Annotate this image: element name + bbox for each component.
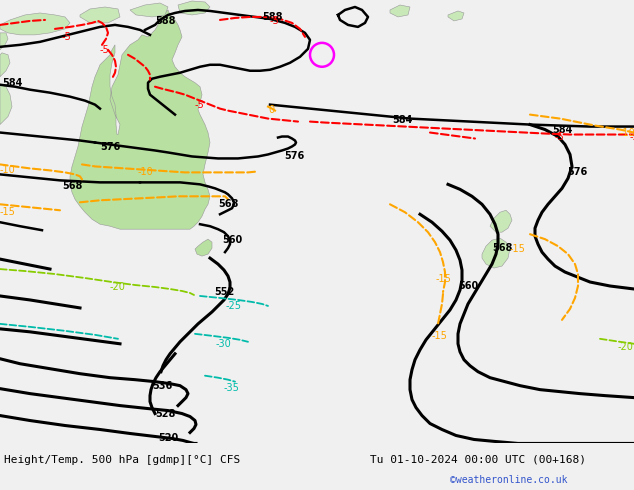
Text: 0: 0 — [268, 105, 274, 115]
Text: -15: -15 — [510, 244, 526, 254]
Polygon shape — [80, 7, 120, 23]
Polygon shape — [482, 238, 510, 268]
Text: 588: 588 — [155, 16, 176, 26]
Polygon shape — [195, 239, 212, 256]
Text: 568: 568 — [492, 243, 512, 253]
Text: 520: 520 — [158, 434, 178, 443]
Text: 576: 576 — [284, 151, 304, 161]
Text: 576: 576 — [567, 168, 587, 177]
Polygon shape — [390, 5, 410, 17]
Text: -20: -20 — [110, 282, 126, 292]
Text: -15: -15 — [436, 274, 452, 284]
Text: Height/Temp. 500 hPa [gdmp][°C] CFS: Height/Temp. 500 hPa [gdmp][°C] CFS — [4, 455, 240, 465]
Text: -15: -15 — [0, 207, 16, 217]
Polygon shape — [0, 85, 12, 124]
Polygon shape — [0, 33, 8, 50]
Text: 584: 584 — [392, 115, 412, 124]
Text: 588: 588 — [262, 12, 283, 22]
Text: Tu 01-10-2024 00:00 UTC (00+168): Tu 01-10-2024 00:00 UTC (00+168) — [370, 455, 586, 465]
Polygon shape — [130, 3, 168, 17]
Polygon shape — [0, 13, 70, 35]
Text: -5: -5 — [630, 131, 634, 142]
Text: 536: 536 — [152, 381, 172, 391]
Text: 568: 568 — [218, 199, 238, 209]
Text: ©weatheronline.co.uk: ©weatheronline.co.uk — [450, 475, 567, 485]
Text: -10: -10 — [138, 168, 154, 177]
Text: -25: -25 — [226, 301, 242, 311]
Text: 584: 584 — [552, 124, 573, 135]
Polygon shape — [490, 210, 512, 232]
Polygon shape — [448, 11, 464, 21]
Text: 568: 568 — [62, 181, 82, 192]
Text: -10: -10 — [0, 166, 16, 175]
Text: 560: 560 — [222, 235, 242, 245]
Polygon shape — [70, 10, 210, 229]
Text: 560: 560 — [458, 281, 478, 291]
Text: -30: -30 — [216, 339, 232, 349]
Text: -5: -5 — [195, 99, 205, 110]
Text: -35: -35 — [224, 383, 240, 392]
Text: 528: 528 — [155, 409, 176, 418]
Text: 576: 576 — [100, 143, 120, 152]
Text: -15: -15 — [432, 331, 448, 341]
Text: -5: -5 — [555, 131, 565, 142]
Polygon shape — [178, 1, 210, 15]
Text: -5: -5 — [62, 32, 72, 42]
Text: -5: -5 — [270, 16, 280, 26]
Text: -20: -20 — [618, 342, 634, 352]
Text: -5: -5 — [100, 45, 110, 55]
Text: 552: 552 — [214, 287, 234, 297]
Text: 584: 584 — [2, 78, 22, 88]
Text: -10: -10 — [620, 127, 634, 138]
Polygon shape — [0, 53, 10, 77]
